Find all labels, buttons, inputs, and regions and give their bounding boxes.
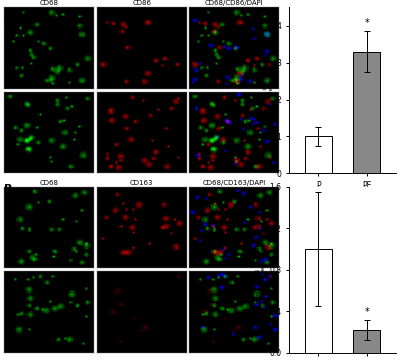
Title: CD68: CD68 (40, 0, 58, 6)
Text: *: * (364, 307, 369, 318)
Title: CD68/CD86/DAPI: CD68/CD86/DAPI (205, 0, 264, 6)
Y-axis label: the relative CD86 immunoreactivity
in CD68 positive macrophages: the relative CD86 immunoreactivity in CD… (263, 34, 274, 147)
Bar (305, 136, 332, 174)
Title: CD68/CD163/DAPI: CD68/CD163/DAPI (203, 180, 266, 185)
Title: CD163: CD163 (130, 180, 154, 185)
Title: CD86: CD86 (132, 0, 151, 6)
Y-axis label: the relative CD163 immunoreactivity
in CD68 positive macrophages: the relative CD163 immunoreactivity in C… (256, 211, 266, 328)
Title: CD68: CD68 (40, 180, 58, 185)
Text: *: * (364, 18, 369, 28)
Text: A: A (4, 11, 13, 21)
Bar (354, 51, 380, 174)
Bar (354, 330, 380, 353)
Bar (305, 249, 332, 353)
Text: B: B (4, 184, 12, 194)
